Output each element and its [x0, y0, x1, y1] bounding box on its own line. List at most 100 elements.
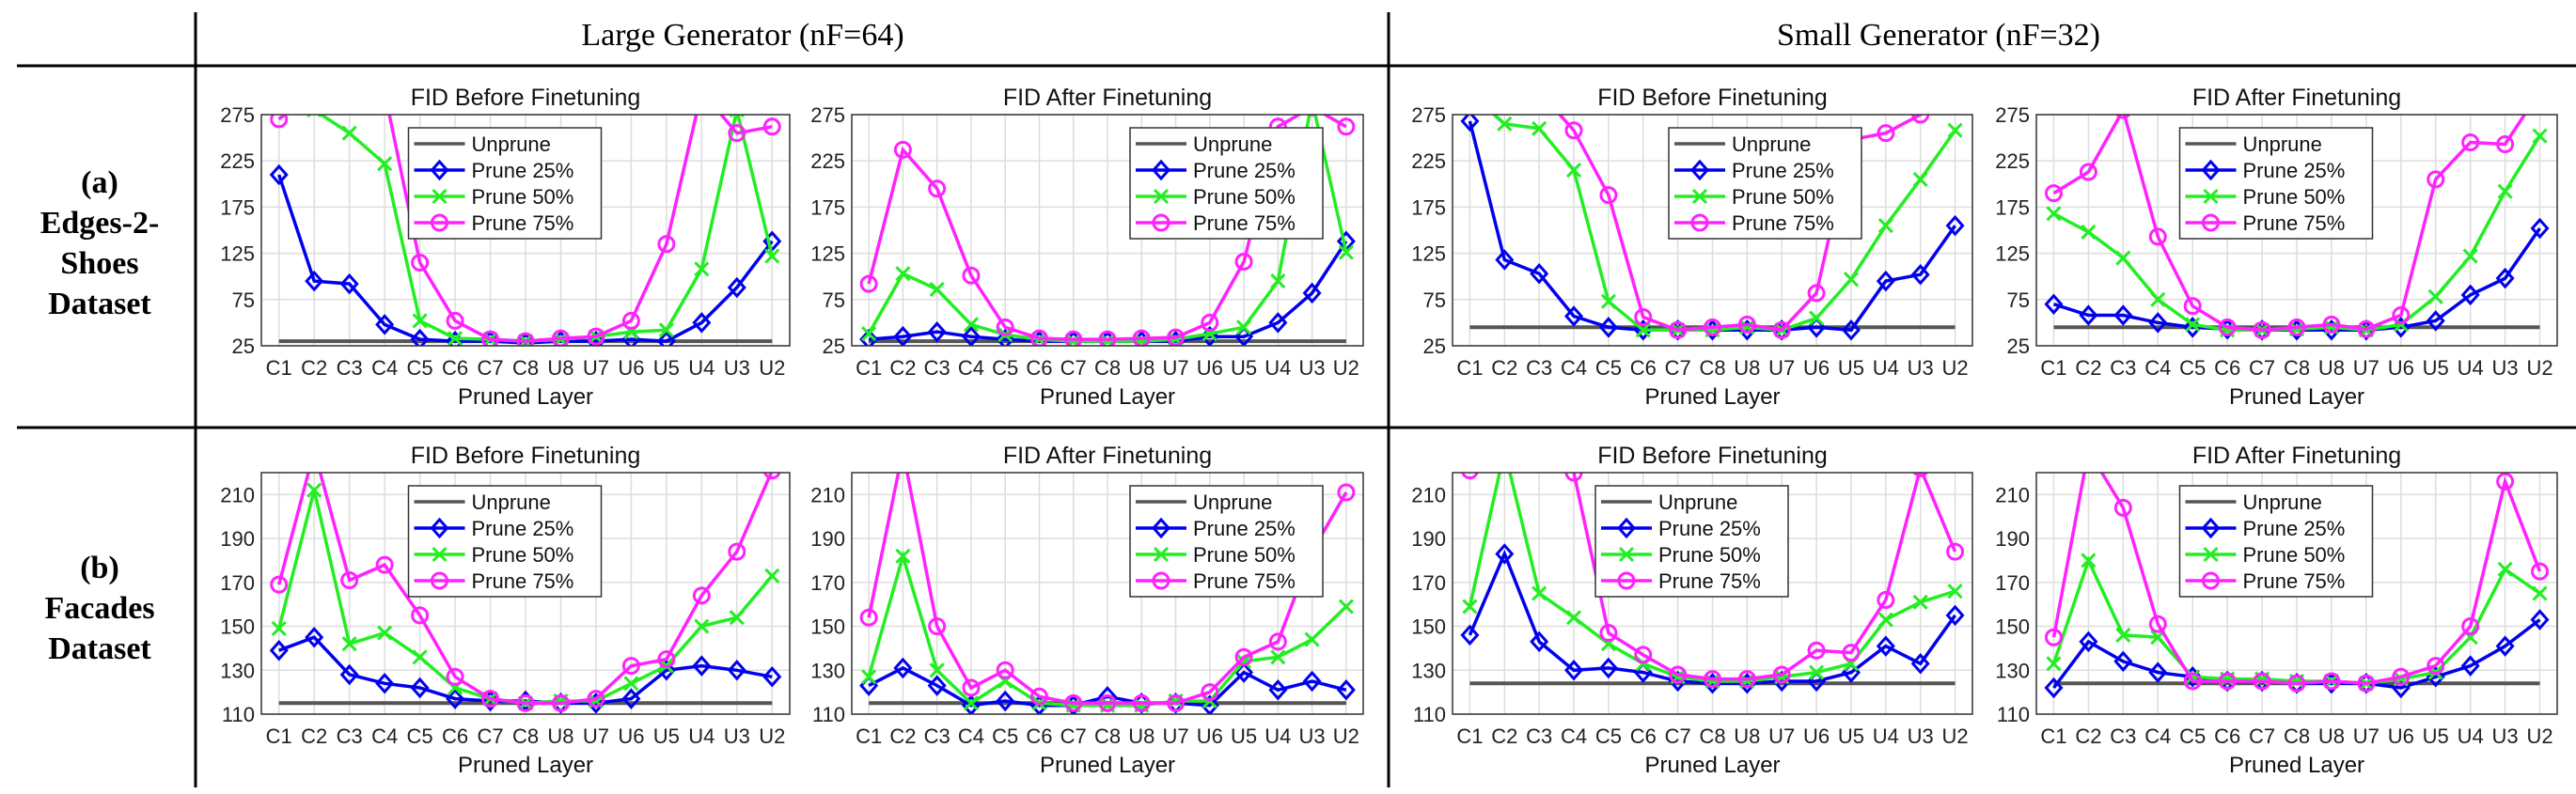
- x-tick-label: C5: [407, 356, 433, 380]
- y-tick-label: 170: [810, 571, 845, 595]
- x-tick-label: U5: [2423, 724, 2449, 748]
- data-point-prune-50-: [1565, 162, 1582, 179]
- x-axis-label: Pruned Layer: [1644, 753, 1780, 778]
- series-line-prune-75-: [867, 473, 1348, 706]
- series-group: [2044, 115, 2550, 341]
- x-tick-label: U6: [1197, 356, 1223, 380]
- y-tick-label: 190: [1411, 527, 1446, 551]
- series-line-prune-75-: [277, 115, 773, 343]
- x-axis-label: Pruned Layer: [458, 384, 593, 410]
- data-point-prune-25-: [656, 330, 676, 346]
- series-line-prune-75-: [277, 473, 774, 706]
- data-point-prune-50-: [1304, 631, 1320, 647]
- data-point-prune-75-: [895, 444, 910, 459]
- data-point-prune-25-: [1945, 604, 1965, 627]
- charts-layer: 25 75 125 175 225 275 C1 C2 C3 C4 C5 C6 C7 C8 U8 U7 U6 U5…: [220, 84, 2558, 778]
- data-point-prune-75-: [728, 542, 746, 561]
- legend-marker-prune-50-: [1618, 546, 1635, 563]
- x-tick-label: U8: [1128, 356, 1154, 380]
- row-label-a-line-2: Shoes: [60, 246, 138, 281]
- data-point-prune-75-: [1132, 329, 1151, 346]
- row-label-a-line-1: Edges-2-: [40, 206, 160, 241]
- plot-axes-box: [851, 472, 1364, 715]
- y-tick-label: 110: [222, 703, 255, 726]
- x-tick-label: U3: [724, 356, 750, 380]
- x-tick-label: U4: [688, 724, 715, 748]
- legend-label-prune-25-: Prune 25%: [1658, 517, 1761, 540]
- legend-label-prune-50-: Prune 50%: [1193, 543, 1296, 567]
- series-group: [1460, 115, 1965, 341]
- x-axis-label: Pruned Layer: [2229, 384, 2364, 410]
- legend: Unprune Prune 25% Prune 50%Prune 75%: [1668, 127, 1862, 240]
- legend-label-prune-25-: Prune 25%: [472, 159, 574, 182]
- data-point-prune-50-: [306, 482, 322, 498]
- data-point-prune-50-: [929, 662, 945, 678]
- data-point-prune-75-: [375, 555, 394, 574]
- data-point-prune-75-: [1098, 330, 1117, 346]
- data-point-prune-75-: [1064, 693, 1083, 712]
- data-point-prune-50-: [273, 89, 286, 102]
- legend-label-prune-50-: Prune 50%: [2243, 185, 2346, 209]
- x-tick-label: C6: [1026, 356, 1052, 380]
- x-tick-label: C6: [442, 724, 468, 748]
- legend-label-prune-50-: Prune 50%: [1732, 185, 1834, 209]
- data-point-prune-50-: [1912, 594, 1928, 610]
- data-point-prune-75-: [1599, 624, 1618, 643]
- y-tick-label: 175: [1995, 195, 2030, 219]
- x-tick-label: U8: [1128, 724, 1154, 748]
- x-tick-label: U6: [1197, 724, 1223, 748]
- y-tick-label: 125: [810, 242, 845, 266]
- data-point-prune-25-: [1302, 282, 1322, 304]
- data-point-prune-75-: [1461, 473, 1479, 480]
- data-point-prune-75-: [1704, 670, 1721, 689]
- data-point-prune-50-: [1947, 122, 1963, 138]
- legend-marker-prune-75-: [2202, 571, 2220, 590]
- y-tick-label: 190: [810, 527, 845, 551]
- y-tick-label: 130: [1411, 659, 1446, 682]
- data-point-prune-50-: [1565, 610, 1582, 626]
- x-tick-label: C3: [924, 724, 950, 748]
- data-point-prune-75-: [2357, 319, 2376, 338]
- data-point-prune-75-: [1167, 693, 1186, 712]
- data-point-prune-75-: [1737, 315, 1756, 334]
- y-tick-label: 225: [810, 149, 845, 173]
- x-tick-label: C4: [958, 356, 984, 380]
- data-point-prune-50-: [1877, 218, 1893, 234]
- data-point-prune-75-: [2218, 318, 2237, 336]
- legend-label-unprune: Unprune: [1732, 132, 1811, 156]
- legend-marker-prune-25-: [2201, 517, 2221, 539]
- data-point-prune-75-: [377, 84, 392, 99]
- data-point-prune-50-: [1236, 653, 1252, 669]
- legend-box: [1594, 485, 1789, 598]
- data-point-prune-25-: [2079, 304, 2098, 326]
- data-point-prune-75-: [928, 179, 947, 198]
- data-point-prune-75-: [1877, 124, 1895, 143]
- data-point-prune-25-: [375, 314, 395, 335]
- data-point-prune-25-: [446, 688, 465, 709]
- x-tick-label: C1: [856, 356, 882, 380]
- data-point-prune-50-: [2532, 128, 2548, 144]
- data-point-prune-75-: [481, 690, 500, 708]
- x-tick-label: C5: [1595, 724, 1622, 748]
- data-point-prune-75-: [621, 311, 640, 330]
- y-tick-label: 225: [1995, 149, 2030, 173]
- data-point-prune-75-: [2218, 672, 2237, 691]
- x-tick-label: C1: [266, 356, 292, 380]
- x-tick-label: C5: [992, 724, 1018, 748]
- data-point-prune-75-: [962, 266, 981, 285]
- data-point-prune-50-: [623, 676, 639, 692]
- data-point-prune-50-: [341, 125, 357, 141]
- x-tick-label: U6: [2388, 724, 2414, 748]
- legend-label-prune-25-: Prune 25%: [1732, 159, 1834, 182]
- data-point-prune-75-: [1912, 473, 1928, 477]
- plot-axes-box: [2035, 114, 2558, 347]
- x-tick-label: C4: [1561, 724, 1587, 748]
- chart-a-small-before: 25 75 125 175 225 275 C1 C2 C3 C4 C5 C6 C7 C8 U8 U7 U6 U5…: [1411, 85, 1973, 410]
- data-point-prune-50-: [1809, 664, 1825, 680]
- data-point-prune-75-: [1704, 318, 1721, 336]
- data-point-prune-25-: [1530, 262, 1549, 285]
- x-tick-label: C5: [1595, 356, 1622, 380]
- data-point-prune-50-: [1877, 612, 1893, 628]
- x-tick-label: U2: [2526, 356, 2552, 380]
- legend-box: [1668, 127, 1862, 240]
